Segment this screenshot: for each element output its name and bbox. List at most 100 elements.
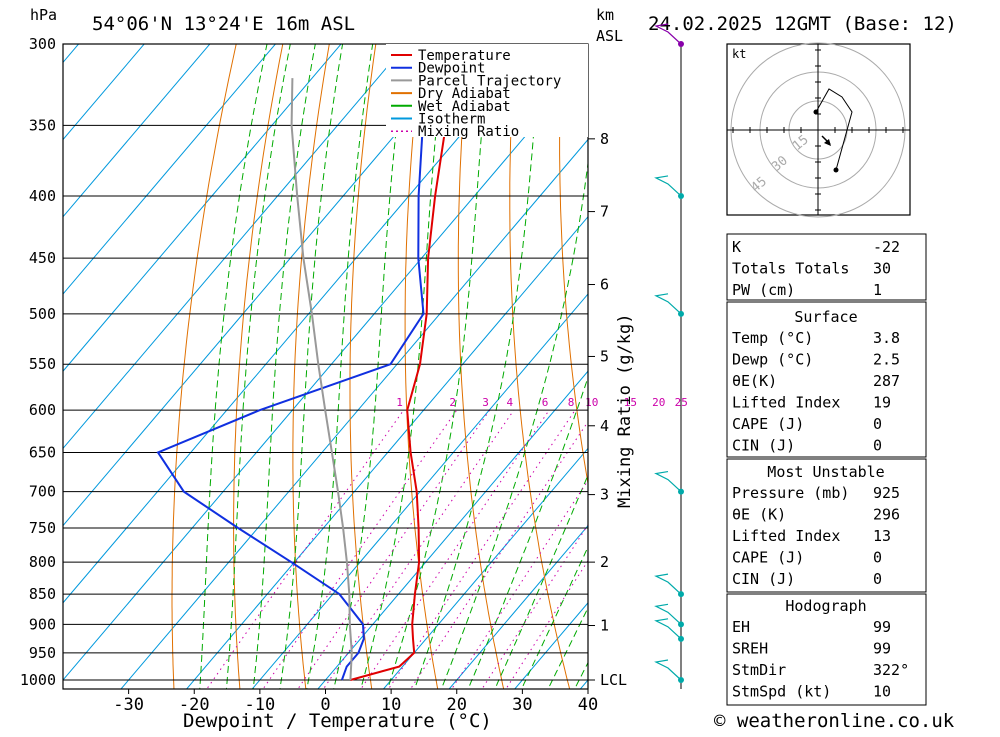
surface-row-value: 19 — [873, 394, 891, 412]
hodograph-unit: kt — [732, 47, 746, 61]
height-tick-label: 2 — [600, 553, 609, 571]
dry-adiabat-line — [350, 8, 381, 706]
surface-row-value: 3.8 — [873, 329, 900, 347]
pressure-tick-label: 700 — [29, 483, 56, 501]
plot-frame — [63, 44, 588, 689]
height-unit: km — [596, 6, 614, 24]
pressure-tick-label: 350 — [29, 116, 56, 134]
pressure-tick-label: 650 — [29, 443, 56, 461]
mu-row-label: Lifted Index — [732, 527, 840, 545]
surface-row-value: 0 — [873, 437, 882, 455]
hodo-row-value: 322° — [873, 661, 909, 679]
index-label: Totals Totals — [732, 260, 849, 278]
surface-row-label: Dewp (°C) — [732, 351, 813, 369]
mixing-ratio-line — [251, 410, 456, 706]
surface-row-value: 0 — [873, 415, 882, 433]
pressure-tick-label: 850 — [29, 585, 56, 603]
mixing-ratio-label: 20 — [652, 396, 665, 409]
mixing-ratio-label: 3 — [482, 396, 489, 409]
temp-tick-label: 40 — [578, 695, 598, 715]
pressure-tick-label: 500 — [29, 305, 56, 323]
wet-adiabat-line — [251, 26, 319, 706]
pressure-tick-label: 600 — [29, 401, 56, 419]
wind-barb — [656, 619, 681, 639]
wind-barb — [656, 294, 681, 314]
most-unstable-title: Most Unstable — [767, 463, 884, 481]
pressure-tick-label: 550 — [29, 355, 56, 373]
temp-tick-label: -30 — [113, 695, 144, 715]
dry-adiabat-line — [172, 8, 245, 706]
mixing-ratio-label: 6 — [542, 396, 549, 409]
mu-row-label: CAPE (J) — [732, 549, 804, 567]
height-tick-label: 1 — [600, 617, 609, 635]
copyright: © weatheronline.co.uk — [714, 710, 955, 732]
location-title: 54°06'N 13°24'E 16m ASL — [92, 13, 355, 35]
mu-row-value: 0 — [873, 570, 882, 588]
surface-row-value: 2.5 — [873, 351, 900, 369]
index-value: 30 — [873, 260, 891, 278]
surface-row-value: 287 — [873, 372, 900, 390]
hodo-row-label: SREH — [732, 640, 768, 658]
mixing-ratio-label: 2 — [449, 396, 456, 409]
pressure-tick-label: 1000 — [20, 671, 56, 689]
height-tick-label: 5 — [600, 347, 609, 365]
pressure-tick-label: 300 — [29, 35, 56, 53]
surface-row-label: CIN (J) — [732, 437, 795, 455]
mu-row-value: 13 — [873, 527, 891, 545]
pressure-tick-label: 450 — [29, 249, 56, 267]
index-label: K — [732, 238, 741, 256]
mu-row-label: CIN (J) — [732, 570, 795, 588]
surface-row-label: Temp (°C) — [732, 329, 813, 347]
pressure-tick-label: 400 — [29, 187, 56, 205]
height-tick-label: 3 — [600, 486, 609, 504]
hodo-row-value: 99 — [873, 640, 891, 658]
dry-adiabat-line — [293, 8, 336, 706]
hodo-row-label: StmSpd (kt) — [732, 683, 831, 701]
hodo-row-value: 10 — [873, 683, 891, 701]
wind-barb — [656, 604, 681, 624]
wind-profile — [656, 24, 684, 689]
mu-row-value: 925 — [873, 484, 900, 502]
hodograph-point — [814, 110, 819, 115]
mixing-ratio-label: 8 — [568, 396, 575, 409]
mixing-ratio-line — [312, 410, 514, 706]
y-axis-title: Mixing Ratio (g/kg) — [615, 314, 635, 508]
x-axis-title: Dewpoint / Temperature (°C) — [183, 710, 492, 732]
height-tick-label: 4 — [600, 417, 609, 435]
mu-row-value: 0 — [873, 549, 882, 567]
hodo-row-label: EH — [732, 618, 750, 636]
isotherm-line — [0, 8, 438, 706]
height-unit-sub: ASL — [596, 27, 623, 45]
surface-title: Surface — [794, 308, 857, 326]
wind-barb — [656, 574, 681, 594]
hodograph-point — [834, 168, 839, 173]
mixing-ratio-line — [286, 410, 489, 706]
pressure-unit: hPa — [30, 6, 57, 24]
temp-tick-label: 30 — [512, 695, 532, 715]
hodo-row-label: StmDir — [732, 661, 786, 679]
pressure-tick-label: 900 — [29, 615, 56, 633]
mu-row-label: θE (K) — [732, 506, 786, 524]
mixing-ratio-line — [195, 410, 404, 706]
wind-barb — [656, 660, 681, 680]
hodograph-index-title: Hodograph — [785, 597, 866, 615]
dry-adiabat-line — [974, 8, 1000, 706]
mixing-ratio-line — [350, 410, 549, 706]
pressure-tick-label: 950 — [29, 644, 56, 662]
height-tick-label: 8 — [600, 130, 609, 148]
mixing-ratio-label: 4 — [506, 396, 513, 409]
height-tick-label: 7 — [600, 203, 609, 221]
mu-row-value: 296 — [873, 506, 900, 524]
wind-barb — [656, 176, 681, 196]
pressure-tick-label: 750 — [29, 519, 56, 537]
surface-row-label: θE(K) — [732, 372, 777, 390]
mu-row-label: Pressure (mb) — [732, 484, 849, 502]
height-tick-label: 6 — [600, 276, 609, 294]
dry-adiabat-line — [929, 8, 1000, 706]
index-value: -22 — [873, 238, 900, 256]
